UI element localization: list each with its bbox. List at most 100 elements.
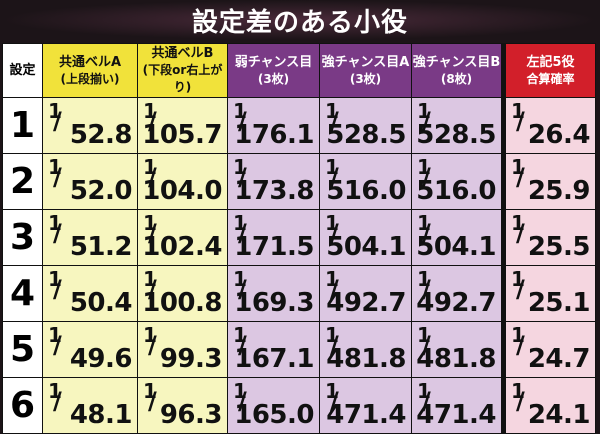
fraction-slash: / [516, 219, 525, 247]
fraction-slash: / [148, 275, 157, 303]
fraction-slash: / [422, 387, 431, 415]
fraction-denominator: 173.8 [234, 176, 314, 206]
cell-strong-chance-b: 1/471.4 [411, 377, 504, 434]
cell-weak-chance: 1/167.1 [227, 321, 320, 378]
probability-fraction: 1/492.7 [414, 267, 496, 318]
fraction-denominator: 105.7 [142, 120, 222, 150]
setting-number: 6 [2, 377, 43, 434]
fraction-slash: / [516, 275, 525, 303]
header-combined: 左記5役 合算確率 [501, 43, 596, 98]
fraction-denominator: 25.5 [527, 232, 591, 262]
fraction-slash: / [516, 387, 525, 415]
fraction-slash: / [148, 163, 157, 191]
header-label: 共通ベルB [151, 46, 214, 61]
fraction-numerator: 1 [233, 155, 247, 179]
fraction-slash: / [330, 387, 339, 415]
fraction-slash: / [330, 163, 339, 191]
fraction-numerator: 1 [511, 99, 525, 123]
cell-bell-a: 1/48.1 [42, 377, 138, 434]
cell-weak-chance: 1/176.1 [227, 97, 320, 154]
probability-fraction: 1/176.1 [230, 99, 314, 150]
fraction-slash: / [53, 107, 62, 135]
fraction-numerator: 1 [233, 211, 247, 235]
cell-bell-a: 1/52.8 [42, 97, 138, 154]
cell-bell-b: 1/102.4 [137, 209, 228, 266]
probability-fraction: 1/167.1 [230, 323, 314, 374]
fraction-slash: / [422, 163, 431, 191]
fraction-denominator: 528.5 [416, 120, 496, 150]
cell-weak-chance: 1/169.3 [227, 265, 320, 322]
fraction-numerator: 1 [48, 211, 62, 235]
probability-fraction: 1/173.8 [230, 155, 314, 206]
probability-fraction: 1/49.6 [45, 323, 133, 374]
fraction-denominator: 169.3 [234, 288, 314, 318]
fraction-numerator: 1 [511, 379, 525, 403]
cell-strong-chance-b: 1/504.1 [411, 209, 504, 266]
setting-number: 1 [2, 97, 43, 154]
header-weak-chance: 弱チャンス目 (3枚) [227, 43, 320, 98]
fraction-numerator: 1 [143, 211, 157, 235]
fraction-numerator: 1 [417, 211, 431, 235]
fraction-numerator: 1 [143, 267, 157, 291]
fraction-denominator: 25.1 [527, 288, 591, 318]
probability-fraction: 1/96.3 [140, 379, 223, 430]
fraction-denominator: 25.9 [527, 176, 591, 206]
probability-fraction: 1/26.4 [509, 99, 591, 150]
probability-fraction: 1/25.5 [509, 211, 591, 262]
fraction-slash: / [330, 331, 339, 359]
fraction-denominator: 24.1 [527, 400, 591, 430]
cell-strong-chance-b: 1/528.5 [411, 97, 504, 154]
probability-fraction: 1/52.8 [45, 99, 133, 150]
header-bell-a: 共通ベルA (上段揃い) [42, 43, 138, 98]
header-label: 強チャンス目B [412, 54, 501, 70]
fraction-slash: / [238, 219, 247, 247]
probability-fraction: 1/165.0 [230, 379, 314, 430]
table-row: 2 1/52.0 1/104.0 1/173.8 1/516.0 1/516.0 1/25.… [2, 153, 596, 210]
fraction-numerator: 1 [48, 379, 62, 403]
probability-fraction: 1/481.8 [322, 323, 406, 374]
fraction-slash: / [148, 219, 157, 247]
fraction-denominator: 48.1 [69, 400, 133, 430]
probability-fraction: 1/51.2 [45, 211, 133, 262]
fraction-numerator: 1 [143, 99, 157, 123]
cell-bell-b: 1/104.0 [137, 153, 228, 210]
fraction-denominator: 51.2 [69, 232, 133, 262]
probability-fraction: 1/50.4 [45, 267, 133, 318]
fraction-slash: / [516, 107, 525, 135]
fraction-denominator: 481.8 [416, 344, 496, 374]
fraction-denominator: 492.7 [326, 288, 406, 318]
probability-fraction: 1/516.0 [322, 155, 406, 206]
fraction-denominator: 504.1 [326, 232, 406, 262]
cell-strong-chance-a: 1/516.0 [319, 153, 412, 210]
fraction-denominator: 504.1 [416, 232, 496, 262]
probability-table: 設定 共通ベルA (上段揃い) 共通ベルB (下段or右上がり) 弱チャンス目 … [2, 43, 596, 434]
fraction-denominator: 481.8 [326, 344, 406, 374]
header-row: 設定 共通ベルA (上段揃い) 共通ベルB (下段or右上がり) 弱チャンス目 … [2, 43, 596, 98]
header-label: 強チャンス目A [321, 54, 410, 70]
fraction-denominator: 52.0 [69, 176, 133, 206]
fraction-denominator: 96.3 [159, 400, 223, 430]
fraction-numerator: 1 [511, 323, 525, 347]
fraction-numerator: 1 [511, 155, 525, 179]
cell-combined: 1/25.9 [501, 153, 596, 210]
fraction-numerator: 1 [511, 267, 525, 291]
fraction-numerator: 1 [325, 267, 339, 291]
fraction-numerator: 1 [233, 99, 247, 123]
fraction-numerator: 1 [48, 267, 62, 291]
cell-strong-chance-b: 1/492.7 [411, 265, 504, 322]
fraction-slash: / [516, 163, 525, 191]
probability-fraction: 1/481.8 [414, 323, 496, 374]
fraction-denominator: 516.0 [326, 176, 406, 206]
fraction-numerator: 1 [48, 155, 62, 179]
cell-strong-chance-a: 1/492.7 [319, 265, 412, 322]
fraction-denominator: 102.4 [142, 232, 222, 262]
fraction-slash: / [238, 275, 247, 303]
fraction-denominator: 165.0 [234, 400, 314, 430]
cell-weak-chance: 1/165.0 [227, 377, 320, 434]
fraction-slash: / [148, 387, 157, 415]
fraction-slash: / [330, 275, 339, 303]
table-row: 6 1/48.1 1/96.3 1/165.0 1/471.4 1/471.4 1/24.1 [2, 377, 596, 434]
header-label: 弱チャンス目 [234, 54, 313, 70]
fraction-slash: / [516, 331, 525, 359]
probability-fraction: 1/102.4 [140, 211, 222, 262]
